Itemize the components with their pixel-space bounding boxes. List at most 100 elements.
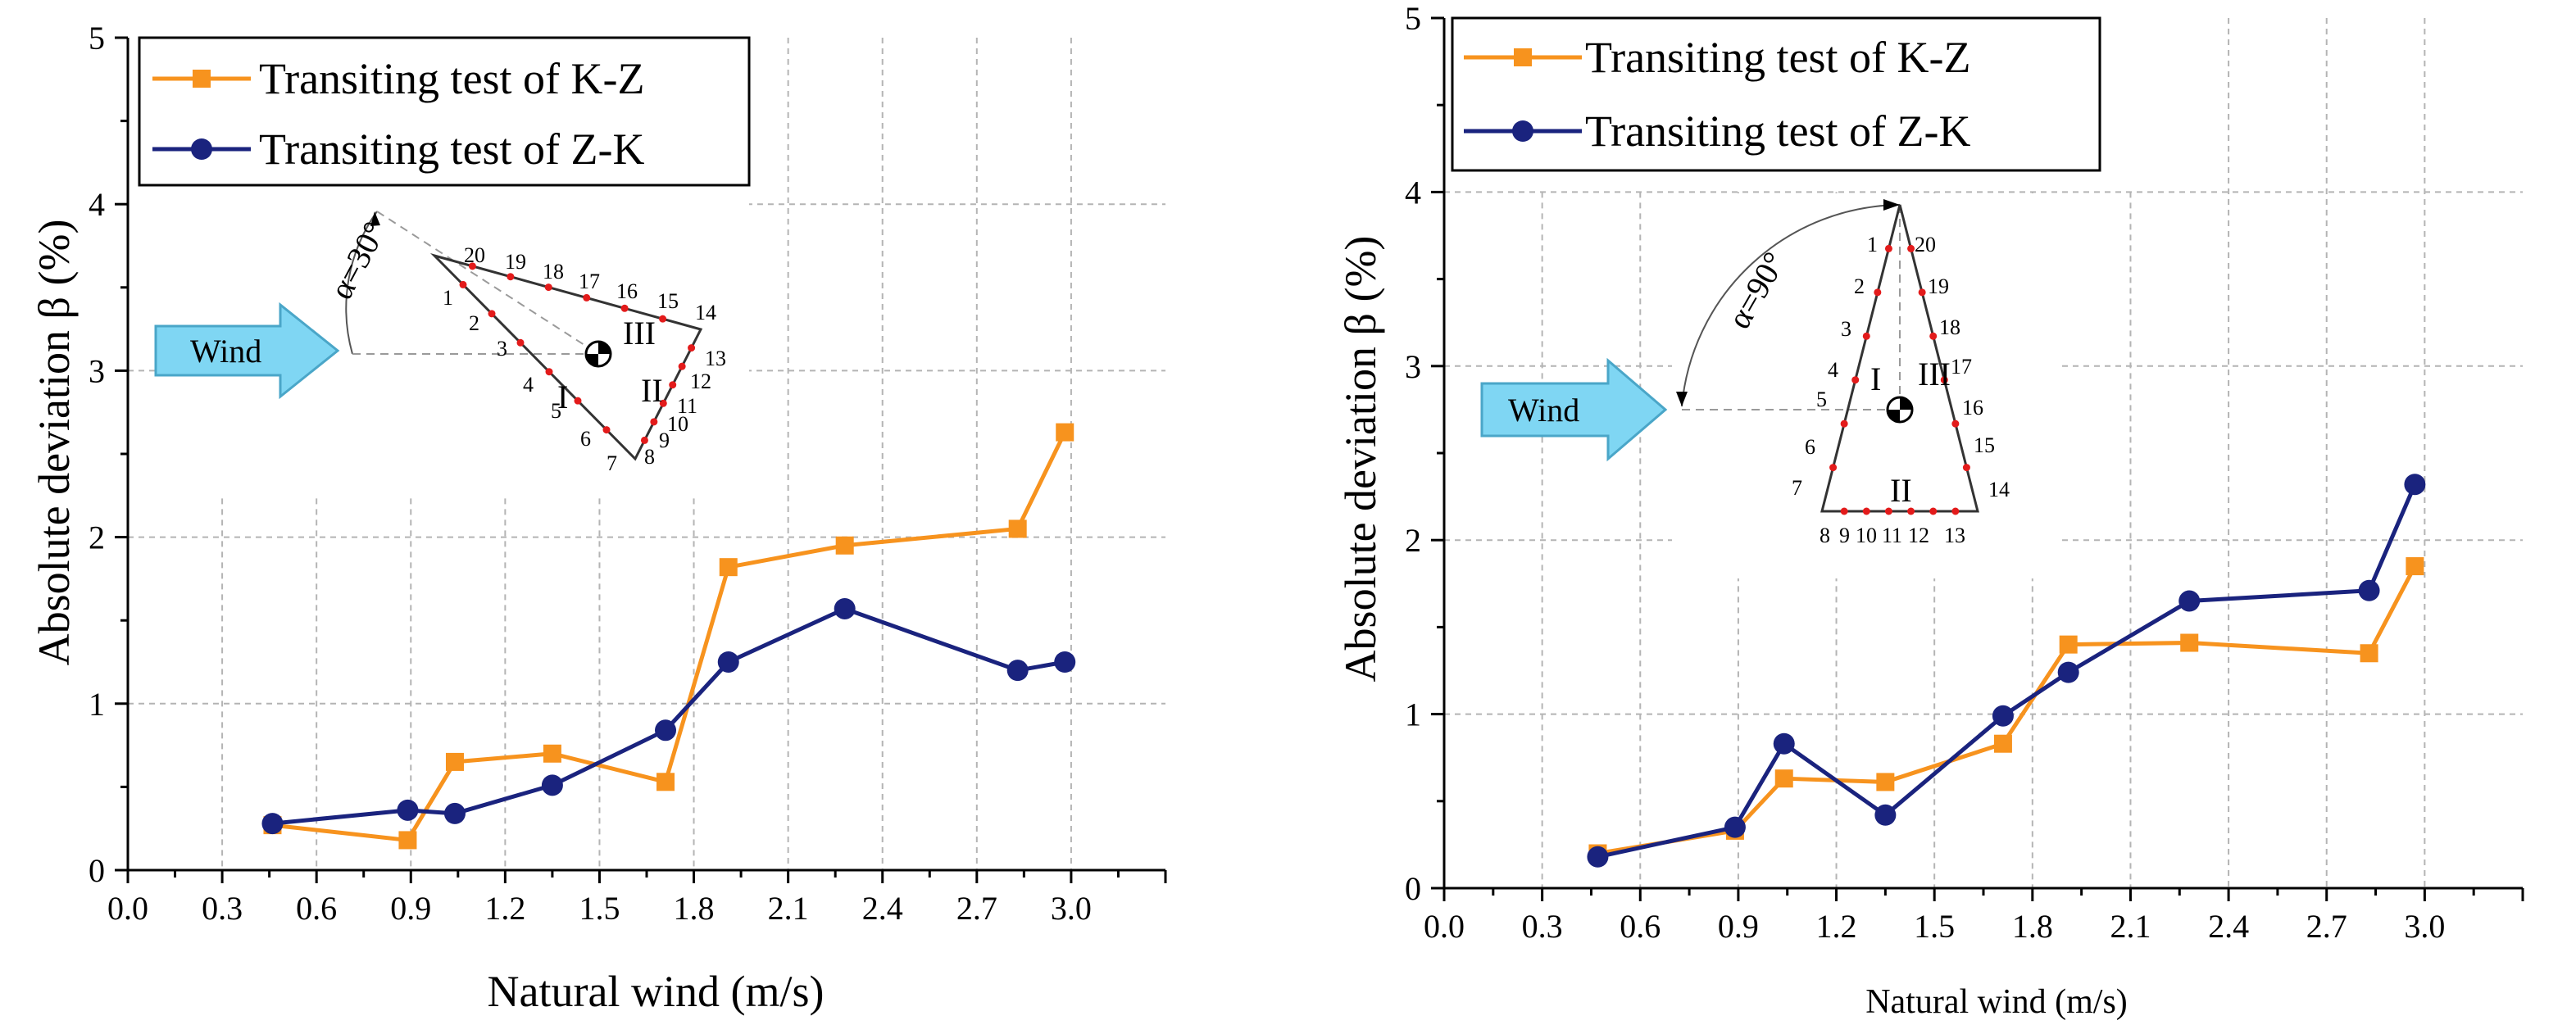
zone-label-2: II (641, 372, 663, 409)
x-tick-label: 1.8 (2012, 908, 2053, 945)
legend: Transiting test of K-Z Transiting test o… (1451, 16, 2101, 172)
series (1587, 474, 2426, 868)
point-number-3: 3 (1841, 317, 1851, 341)
y-tick-label: 1 (1405, 696, 1421, 733)
data-point-kz (398, 831, 417, 850)
measurement-point (574, 397, 582, 405)
measurement-point (544, 283, 552, 292)
data-point-zk (1054, 651, 1076, 673)
x-tick-label: 0.6 (1620, 908, 1661, 945)
inset-background (1672, 193, 2057, 578)
measurement-point (1884, 244, 1892, 252)
data-point-zk (2358, 579, 2380, 601)
measurement-point (545, 368, 553, 376)
data-point-zk (834, 597, 856, 619)
wind-arrow: Wind (154, 302, 340, 400)
x-tick-label: 2.1 (768, 890, 809, 927)
point-number-16: 16 (616, 279, 638, 303)
point-number-15: 15 (657, 289, 679, 313)
point-number-17: 17 (1951, 355, 1972, 379)
measurement-point (1840, 507, 1848, 515)
measurement-point (583, 293, 591, 302)
chart-left: α=30° I II III 1 2 3 4 5 6 7 8 9 10 11 1… (30, 20, 1167, 1016)
data-point-zk (655, 719, 677, 741)
inset-measurement-points (459, 262, 696, 444)
point-number-9: 9 (1839, 524, 1850, 547)
measurement-point (1840, 419, 1848, 428)
y-tick-label: 0 (89, 852, 105, 889)
wind-arrow-shape (1480, 357, 1668, 462)
data-point-kz (2406, 557, 2424, 576)
measurement-point (1951, 419, 1960, 428)
measurement-point (669, 381, 677, 389)
measurement-point (620, 304, 629, 312)
legend-marker-kz (1514, 48, 1532, 66)
legend-marker-kz (193, 70, 211, 88)
legend-label-kz: Transiting test of K-Z (259, 54, 645, 103)
measurement-point (1907, 507, 1915, 515)
wind-arrow-shape (154, 302, 340, 400)
x-tick-label: 2.7 (2306, 908, 2347, 945)
measurement-point (1918, 288, 1926, 297)
centroid-quadrant-2 (1888, 410, 1900, 422)
point-number-5: 5 (551, 399, 561, 423)
x-tick-label: 1.2 (484, 890, 525, 927)
measurement-point (507, 273, 515, 281)
wind-arrow: Wind (1480, 357, 1668, 462)
point-number-1: 1 (1867, 233, 1878, 256)
data-point-zk (2178, 590, 2201, 612)
legend: Transiting test of K-Z Transiting test o… (138, 36, 751, 187)
y-axis-title: Absolute deviation β (%) (30, 220, 79, 666)
y-tick-label: 3 (89, 352, 105, 389)
data-point-zk (1006, 660, 1029, 682)
data-point-kz (1876, 773, 1895, 791)
measurement-point (1962, 464, 1970, 472)
series-line-zk (272, 606, 1065, 826)
point-number-16: 16 (1962, 396, 1983, 419)
zone-label-3: III (1918, 356, 1951, 392)
point-number-7: 7 (607, 451, 617, 475)
measurement-point (1951, 507, 1960, 515)
point-number-11: 11 (677, 394, 697, 418)
point-number-8: 8 (1820, 524, 1830, 547)
inset-triangle (429, 253, 703, 461)
y-tick-label: 3 (1405, 348, 1421, 385)
legend-box (1451, 16, 2101, 172)
zone-label-2: II (1890, 472, 1912, 509)
measurement-point (1940, 376, 1948, 384)
wind-label: Wind (1508, 392, 1579, 429)
y-tick-label: 0 (1405, 870, 1421, 907)
legend-box (138, 36, 751, 187)
data-point-zk (2057, 661, 2079, 683)
y-tick-label: 5 (1405, 0, 1421, 37)
y-tick-label: 2 (89, 519, 105, 556)
data-point-kz (1056, 423, 1074, 442)
point-number-6: 6 (580, 427, 591, 451)
point-number-10: 10 (667, 412, 688, 436)
measurement-point (1884, 507, 1892, 515)
zone-label-1: I (557, 379, 568, 415)
measurement-point (1851, 376, 1860, 384)
data-point-zk (541, 774, 563, 796)
point-number-14: 14 (695, 301, 716, 324)
data-point-kz (1993, 734, 2012, 753)
x-tick-label: 2.4 (862, 890, 903, 927)
point-number-6: 6 (1805, 435, 1815, 459)
measurement-point (1862, 332, 1870, 340)
centroid-quadrant-1 (598, 342, 611, 354)
wind-label: Wind (190, 333, 261, 370)
data-point-zk (1724, 816, 1746, 838)
data-point-kz (445, 752, 464, 771)
x-tick-label: 0.3 (202, 890, 243, 927)
y-tick-label: 5 (89, 20, 105, 57)
x-tick-label: 3.0 (2404, 908, 2445, 945)
measurement-point (488, 310, 496, 318)
data-point-kz (2360, 644, 2378, 663)
point-number-7: 7 (1792, 476, 1802, 500)
point-number-18: 18 (1939, 315, 1960, 339)
x-tick-label: 3.0 (1051, 890, 1092, 927)
arc-arrowhead (370, 211, 380, 226)
